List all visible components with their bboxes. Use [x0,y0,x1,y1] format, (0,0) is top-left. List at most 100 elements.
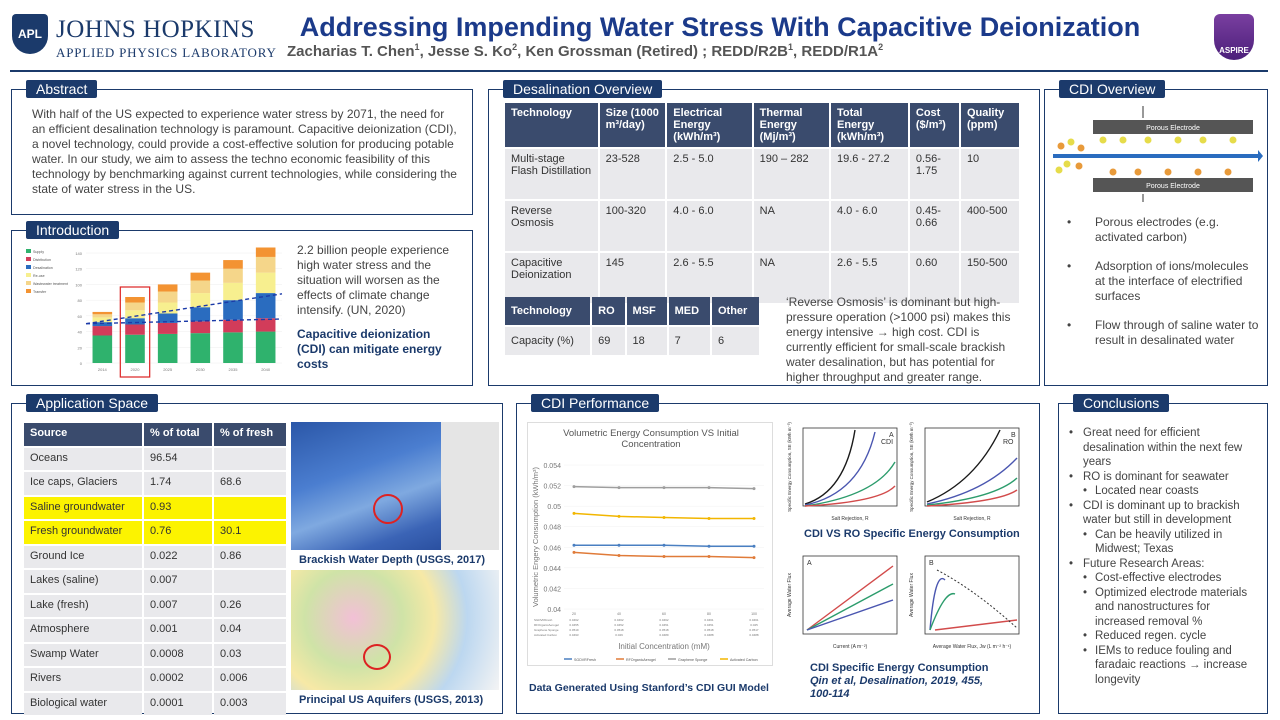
aquifer-highlight-circle [363,644,391,670]
source-cell: 0.001 [144,619,212,642]
fig2-ylabel: Average Water Flux [909,573,915,617]
cdi-performance-heading: CDI Performance [531,394,660,412]
intro-bar [92,317,113,323]
perf-ylabel: Volumetric Engery Consumption (kWh/m³) [531,466,540,607]
source-cell [213,496,286,519]
fig2-citation: Qin et al, Desalination, 2019, 455, 100-… [810,675,984,700]
source-cell: Fresh groundwater [24,521,142,544]
conclusions-panel: Conclusions Great need for efficient des… [1058,394,1268,714]
desalination-note: ‘Reverse Osmosis’ is dominant but high-p… [786,295,1011,384]
fig1-panel-letter: A [889,432,894,439]
intro-bar [157,333,178,363]
source-header-1: % of total [144,423,212,446]
source-cell: 0.022 [144,545,212,568]
fig1-xlabel: Salt Rejection, R [831,516,869,522]
capacity-header-1: RO [592,297,625,325]
perf-ytick: 0.042 [543,586,561,593]
fig2-xlabel: Average Water Flux, Jw (L m⁻² h⁻¹) [933,644,1012,650]
apl-badge: APL [12,14,48,54]
desal-cell: 4.0 - 6.0 [667,201,752,251]
intro-xtick: 2025 [163,367,173,372]
desalination-table: Technology Size (1000 m³/day) Electrical E… [503,101,1021,305]
source-cell: 0.04 [213,619,286,642]
intro-bar [255,331,276,363]
intro-ytick: 80 [78,298,83,303]
capacity-cell: 18 [626,327,667,355]
intro-bar [223,260,243,269]
perf-table-cell: 0.0451 [704,623,714,627]
table-row: Capacity (%) 69 18 7 6 [505,327,759,355]
perf-table-series: RFOrganicAerogel [534,623,559,627]
fig2-panel-letter: A [807,560,812,567]
perf-point [752,516,756,520]
perf-table-cell: 0.0461 [749,618,759,622]
perf-table-cell: 0.0455 [569,623,579,627]
intro-ytick: 20 [78,345,83,350]
perf-table-cell: 0.0461 [704,618,714,622]
intro-bar [92,311,113,315]
desal-header-3: Thermal Energy (Mj/m³) [753,103,829,147]
conclusion-item-7: Optimized electrode materials and nanost… [1065,586,1263,630]
application-heading: Application Space [26,394,159,412]
table-row: Swamp Water 0.0008 0.03 [24,643,286,666]
desal-cell: Capacitive Deionization [505,253,598,303]
table-row: Saline groundwater 0.93 [24,496,286,519]
trend-line-supply [85,318,283,325]
table-row: Lakes (saline) 0.007 [24,570,286,593]
perf-table-series: SGDVRFresh [534,618,553,622]
intro-bar [125,324,145,335]
svg-text:Porous Electrode: Porous Electrode [1146,183,1200,190]
intro-bar [157,313,178,323]
source-cell: 0.03 [213,643,286,666]
table-row: Biological water 0.0001 0.003 [24,692,286,715]
perf-table-cell: 0.0488 [749,633,759,637]
desal-cell: 2.5 - 5.0 [667,149,752,199]
intro-legend-label: Re-use [33,274,45,278]
perf-xtick: 40 [617,612,621,616]
introduction-emphasis: Capacitive deionization (CDI) can mitiga… [297,327,442,371]
perf-chart-title-2: Concentration [621,439,680,450]
map-highlight-circle [373,494,403,524]
perf-ytick: 0.04 [547,607,561,614]
intro-xtick: 2020 [131,367,141,372]
map1-caption: Brackish Water Depth (USGS, 2017) [299,554,486,566]
desalination-panel: Desalination Overview Technology Size (10… [488,80,1040,386]
source-cell [213,447,286,470]
perf-table-cell: 0.0489 [659,633,669,637]
perf-table-series: Activated Carbon [534,633,557,637]
perf-point [707,555,711,559]
perf-table-cell: 0.0462 [569,618,579,622]
intro-bar [190,280,211,294]
intro-bar [223,268,243,283]
author-1: , Jesse S. Ko2 [419,42,518,60]
perf-ytick: 0.048 [543,525,561,532]
desal-cell: 23-528 [599,149,666,199]
brackish-water-map [291,422,499,550]
perf-point [572,550,576,554]
intro-ytick: 140 [75,251,82,256]
intro-bar [125,297,145,303]
org-subtitle: APPLIED PHYSICS LABORATORY [56,45,277,60]
map2-caption: Principal US Aquifers (USGS, 2013) [299,694,484,706]
desal-cell: 2.6 - 5.5 [667,253,752,303]
perf-point [662,515,666,519]
intro-legend-swatch [26,257,31,261]
source-cell: 30.1 [213,521,286,544]
intro-bar [190,293,211,308]
water-source-table: Source% of total% of fresh Oceans 96.54 Ice… [22,421,288,717]
fig2-panel-letter: B [929,560,934,567]
intro-bar [223,319,243,333]
source-cell: 0.003 [213,692,286,715]
perf-table-cell: 0.0518 [704,628,714,632]
fig2-ylabel: Average Water Flux [787,573,793,617]
perf-point [572,511,576,515]
intro-legend-swatch [26,265,31,269]
capacity-header-0: Technology [505,297,591,325]
desal-cell: 0.45-0.66 [909,201,959,251]
source-cell: 0.0008 [144,643,212,666]
intro-legend-label: Desalination [33,266,53,270]
table-row: Fresh groundwater 0.76 30.1 [24,521,286,544]
intro-legend-label: Supply [33,250,44,254]
perf-table-cell: 0.045 [750,623,758,627]
